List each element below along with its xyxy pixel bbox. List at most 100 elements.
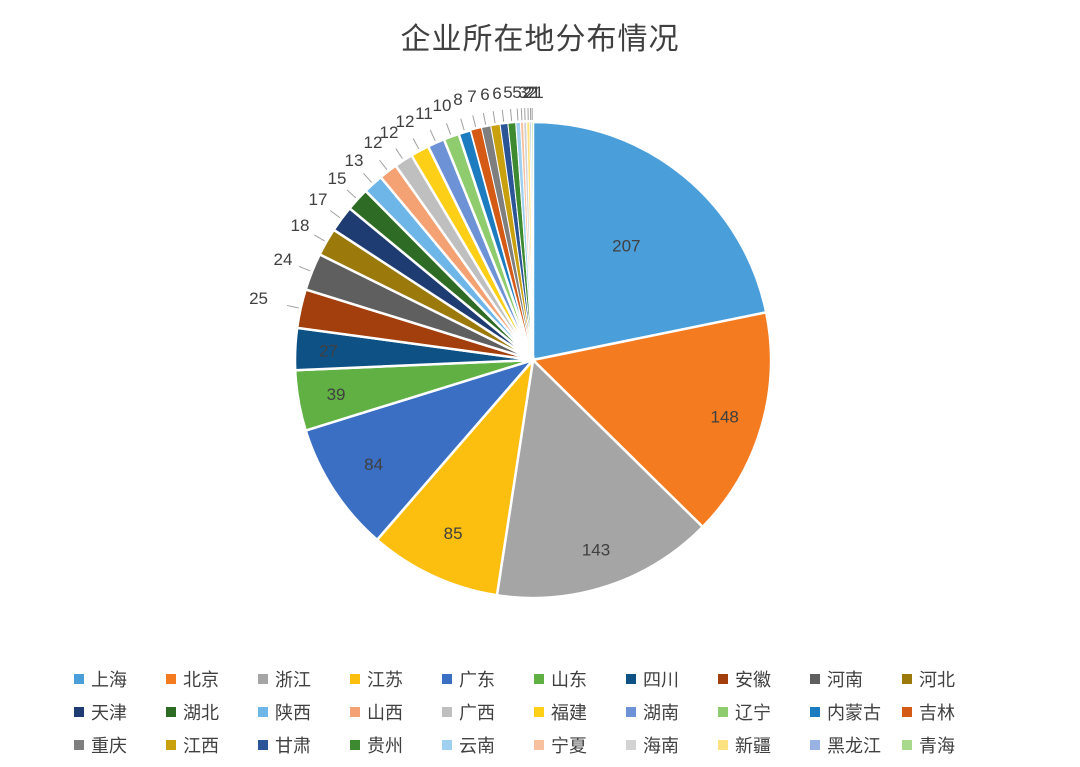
legend-item-2: 浙江 <box>258 662 350 695</box>
leader-line-25 <box>520 108 523 121</box>
legend-label-17: 辽宁 <box>735 702 771 724</box>
legend-item-19: 吉林 <box>902 695 994 728</box>
legend-label-15: 福建 <box>551 702 587 724</box>
legend-label-29: 青海 <box>919 735 955 757</box>
leader-line-24 <box>516 108 519 121</box>
legend-label-19: 吉林 <box>919 702 955 724</box>
legend-item-21: 江西 <box>166 728 258 761</box>
legend-item-1: 北京 <box>166 662 258 695</box>
data-label-29: 1 <box>534 83 543 102</box>
data-label-8: 24 <box>274 250 293 269</box>
legend-swatch-10 <box>74 706 84 717</box>
leader-line-13 <box>379 159 388 170</box>
data-label-28: 1 <box>531 83 540 102</box>
legend-label-10: 天津 <box>91 702 127 724</box>
legend-item-17: 辽宁 <box>718 695 810 728</box>
legend-swatch-26 <box>626 739 636 750</box>
legend-item-26: 海南 <box>626 728 718 761</box>
legend-item-13: 山西 <box>350 695 442 728</box>
legend-swatch-20 <box>74 739 84 750</box>
data-label-2: 143 <box>582 541 610 560</box>
legend-swatch-27 <box>718 739 728 750</box>
legend-label-6: 四川 <box>643 669 679 691</box>
legend-swatch-13 <box>350 706 360 717</box>
leader-line-8 <box>298 265 311 272</box>
leader-line-21 <box>492 111 496 124</box>
pie-slice-2 <box>495 357 705 600</box>
legend-swatch-11 <box>166 706 176 717</box>
pie-slice-4 <box>304 357 537 542</box>
legend-label-20: 重庆 <box>91 735 127 757</box>
legend-swatch-15 <box>534 706 544 717</box>
legend-swatch-22 <box>258 739 268 750</box>
legend-label-5: 山东 <box>551 669 587 691</box>
legend-label-16: 湖南 <box>643 702 679 724</box>
legend-item-14: 广西 <box>442 695 534 728</box>
data-label-21: 6 <box>492 84 501 103</box>
legend-label-18: 内蒙古 <box>827 702 881 724</box>
legend-item-25: 宁夏 <box>534 728 626 761</box>
legend-swatch-5 <box>534 673 544 684</box>
legend-label-1: 北京 <box>183 669 219 691</box>
leader-line-12 <box>363 173 372 183</box>
legend-swatch-21 <box>166 739 176 750</box>
data-label-22: 5 <box>503 83 512 102</box>
legend-swatch-3 <box>350 673 360 684</box>
leader-line-11 <box>346 189 357 199</box>
legend-item-12: 陕西 <box>258 695 350 728</box>
legend-swatch-1 <box>166 673 176 684</box>
data-label-19: 7 <box>467 87 476 106</box>
leader-line-14 <box>395 148 403 159</box>
legend-swatch-24 <box>442 739 452 750</box>
legend-item-4: 广东 <box>442 662 534 695</box>
data-label-20: 6 <box>480 85 489 104</box>
legend-item-7: 安徽 <box>718 662 810 695</box>
legend-swatch-8 <box>810 673 820 684</box>
legend-item-28: 黑龙江 <box>810 728 902 761</box>
legend-swatch-23 <box>350 739 360 750</box>
data-label-1: 148 <box>711 408 739 427</box>
legend-item-8: 河南 <box>810 662 902 695</box>
legend-item-9: 河北 <box>902 662 994 695</box>
data-label-12: 13 <box>345 151 364 170</box>
leader-line-18 <box>460 118 465 131</box>
data-label-14: 12 <box>380 123 399 142</box>
data-label-9: 18 <box>291 216 310 235</box>
legend-label-27: 新疆 <box>735 735 771 757</box>
legend-item-15: 福建 <box>534 695 626 728</box>
data-label-5: 39 <box>327 385 346 404</box>
legend-swatch-14 <box>442 706 452 717</box>
data-label-26: 2 <box>525 83 534 102</box>
legend-item-29: 青海 <box>902 728 994 761</box>
legend-item-18: 内蒙古 <box>810 695 902 728</box>
legend-item-22: 甘肃 <box>258 728 350 761</box>
data-label-3: 85 <box>444 524 463 543</box>
legend-item-3: 江苏 <box>350 662 442 695</box>
leader-line-7 <box>286 304 299 309</box>
leader-line-10 <box>329 210 341 219</box>
legend-item-27: 新疆 <box>718 728 810 761</box>
data-label-7: 25 <box>249 289 268 308</box>
legend-swatch-12 <box>258 706 268 717</box>
leader-line-19 <box>472 115 477 128</box>
leader-line-23 <box>510 108 513 122</box>
legend-label-25: 宁夏 <box>551 735 587 757</box>
data-label-17: 10 <box>433 96 452 115</box>
legend-swatch-2 <box>258 673 268 684</box>
data-label-24: 3 <box>518 83 527 102</box>
legend-swatch-6 <box>626 673 636 684</box>
chart-legend: 上海 北京 浙江 江苏 广东 山东 四川 安徽 河南 河北 天津 湖北 陕西 山西 广西 福建 湖南 辽宁 内蒙古 吉… <box>74 662 994 761</box>
legend-label-14: 广西 <box>459 702 495 724</box>
legend-item-6: 四川 <box>626 662 718 695</box>
legend-item-20: 重庆 <box>74 728 166 761</box>
data-label-25: 2 <box>522 83 531 102</box>
data-label-6: 27 <box>319 342 338 361</box>
pie-slice-29 <box>530 121 534 361</box>
legend-swatch-29 <box>902 739 912 750</box>
legend-swatch-18 <box>810 706 820 717</box>
pie-slice-0 <box>531 120 768 362</box>
data-label-0: 207 <box>612 237 640 256</box>
data-label-4: 84 <box>364 455 383 474</box>
